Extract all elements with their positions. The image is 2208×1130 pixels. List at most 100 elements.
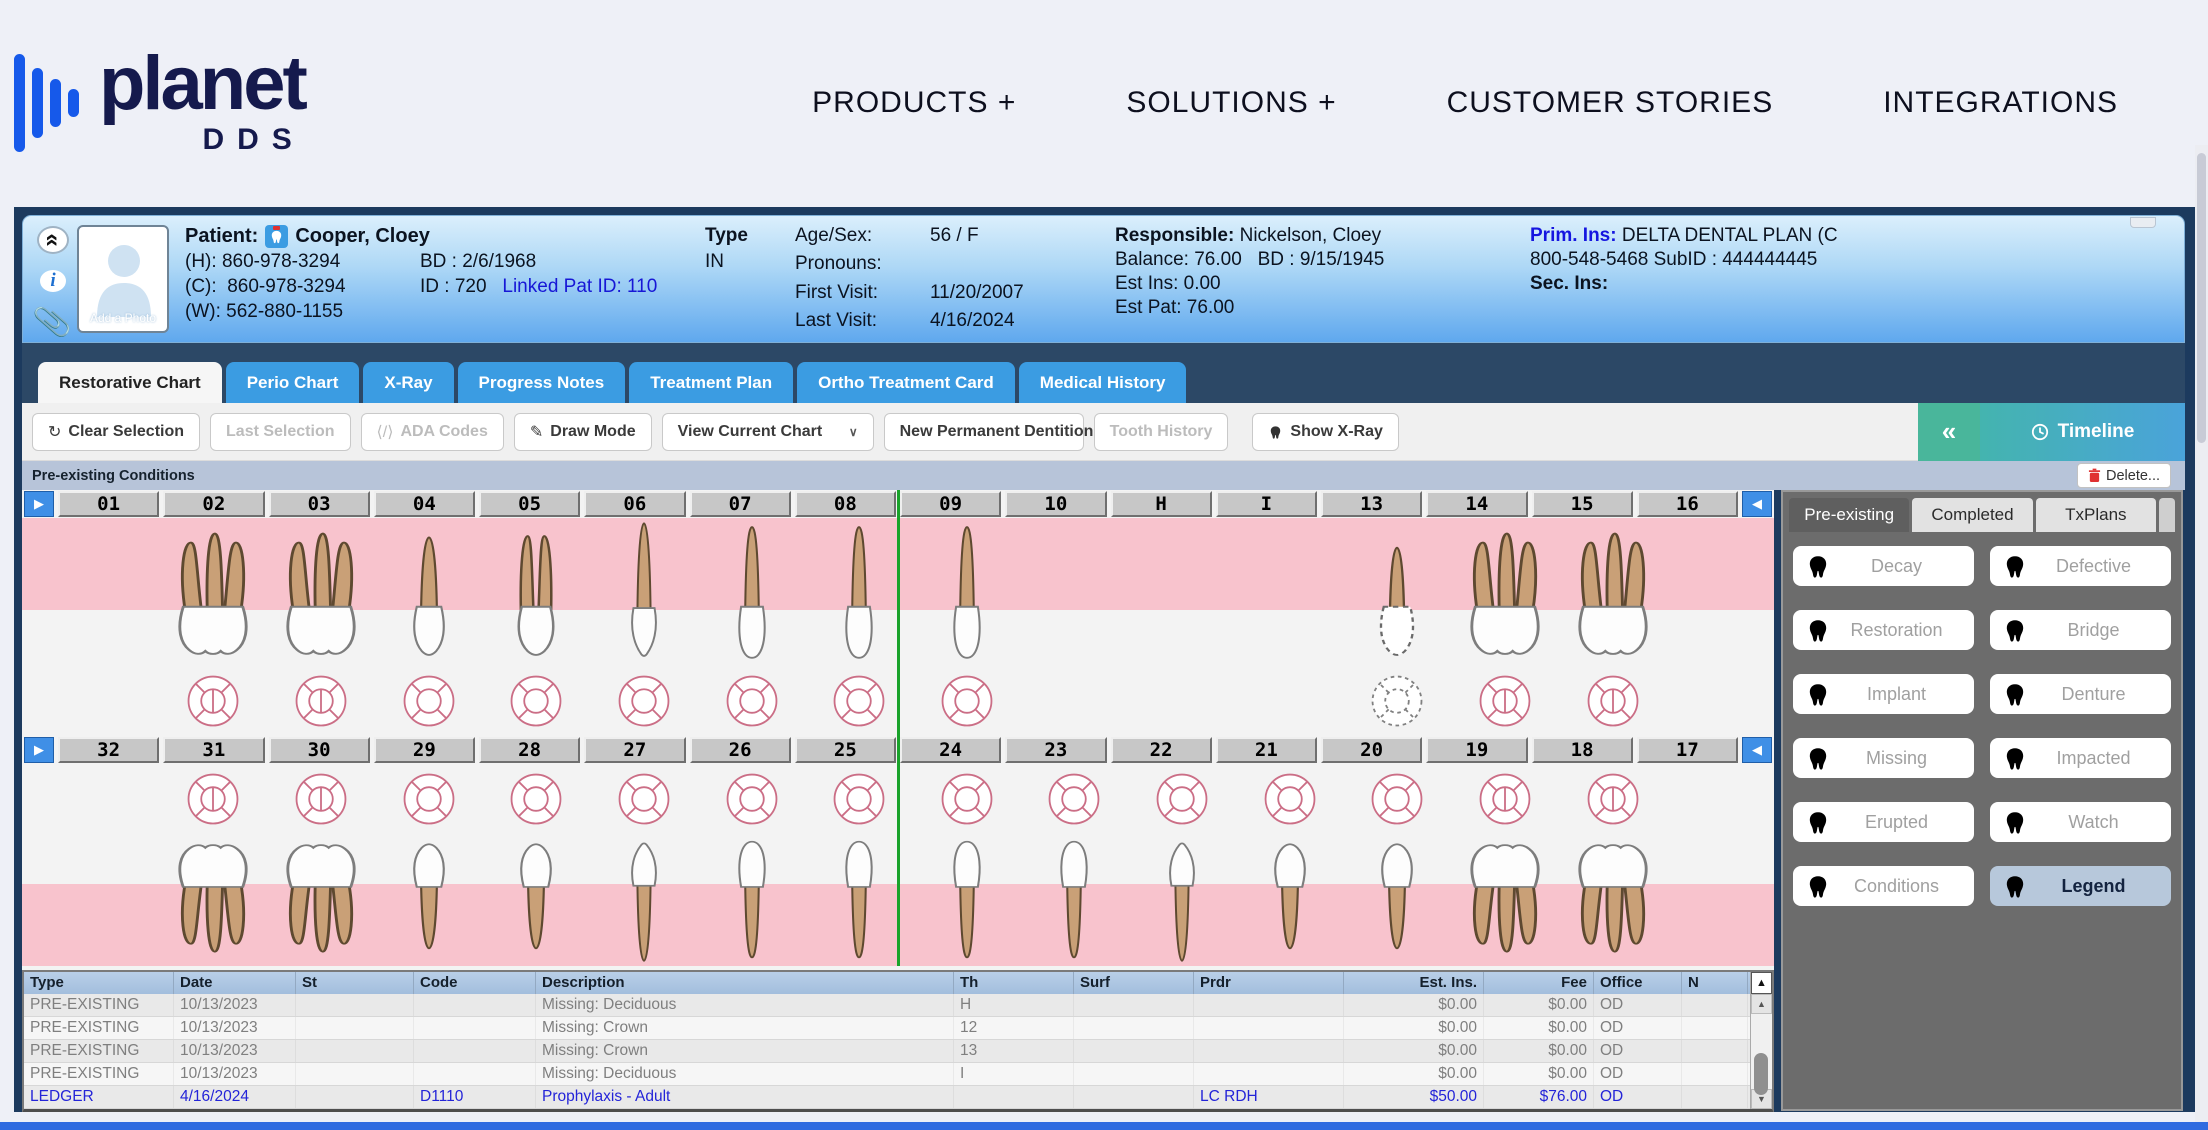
scroll-teeth-right-button[interactable]: ◀ [1742, 737, 1772, 763]
tab-perio-chart[interactable]: Perio Chart [225, 362, 360, 403]
dentition-select[interactable]: New Permanent Dentition∨ [883, 412, 1109, 451]
tooth-number-17[interactable]: 17 [1636, 737, 1738, 763]
table-row[interactable]: PRE-EXISTING 10/13/2023 Missing: Deciduous… [24, 994, 1750, 1017]
clear-selection-button[interactable]: ↻ Clear Selection [32, 412, 201, 451]
table-scrollbar[interactable]: ▲ ▲ ▼ [1750, 972, 1772, 1109]
column-header-fee[interactable]: Fee [1484, 972, 1594, 994]
tooth-number-24[interactable]: 24 [900, 737, 1002, 763]
scroll-teeth-left-button[interactable]: ▶ [24, 491, 54, 517]
patient-photo-placeholder[interactable]: Add a Photo [77, 225, 169, 333]
patient-tooth-icon[interactable] [265, 224, 289, 248]
tooth-02[interactable] [162, 522, 266, 666]
legend-tab-pre-existing[interactable]: Pre-existing [1789, 498, 1910, 532]
tooth-number-08[interactable]: 08 [794, 491, 896, 517]
column-header-n[interactable]: N [1682, 972, 1748, 994]
tooth-number-14[interactable]: 14 [1426, 491, 1528, 517]
expand-grid-icon[interactable]: ▲ [1751, 972, 1772, 994]
occlusal-view-06[interactable] [592, 672, 696, 730]
conditions-button[interactable]: Conditions [1793, 866, 1974, 906]
occlusal-view-28[interactable] [485, 770, 589, 828]
tooth-20[interactable] [1346, 834, 1450, 962]
tooth-23[interactable] [1023, 834, 1127, 962]
tab-x-ray[interactable]: X-Ray [363, 362, 454, 403]
watch-button[interactable]: Watch [1990, 802, 2171, 842]
tooth-number-25[interactable]: 25 [794, 737, 896, 763]
legend-tab-txplans[interactable]: TxPlans [2035, 498, 2156, 532]
tooth-number-05[interactable]: 05 [479, 491, 581, 517]
planet-dds-logo[interactable]: planet DDS [14, 46, 308, 158]
tooth-21[interactable] [1238, 834, 1342, 962]
page-scrollbar-thumb[interactable] [2197, 153, 2206, 443]
collapse-panel-button[interactable]: « [1918, 402, 1980, 461]
tooth-19[interactable] [1453, 834, 1557, 962]
tooth-number-30[interactable]: 30 [268, 737, 370, 763]
occlusal-view-18[interactable] [1561, 770, 1665, 828]
occlusal-view-26[interactable] [700, 770, 804, 828]
column-header-office[interactable]: Office [1594, 972, 1682, 994]
nav-item-products-[interactable]: PRODUCTS + [812, 85, 1017, 119]
bridge-button[interactable]: Bridge [1990, 610, 2171, 650]
scroll-teeth-right-button[interactable]: ◀ [1742, 491, 1772, 517]
ada-codes-button[interactable]: ⟨/⟩ ADA Codes [360, 412, 504, 451]
occlusal-view-13[interactable] [1346, 672, 1450, 730]
missing-button[interactable]: Missing [1793, 738, 1974, 778]
occlusal-view-22[interactable] [1130, 770, 1234, 828]
occlusal-view-23[interactable] [1023, 770, 1127, 828]
tooth-number-27[interactable]: 27 [584, 737, 686, 763]
column-header-est[interactable]: Est. Ins. [1344, 972, 1484, 994]
timeline-button[interactable]: Timeline [1980, 402, 2185, 461]
tab-restorative-chart[interactable]: Restorative Chart [38, 362, 222, 403]
tooth-22[interactable] [1130, 834, 1234, 962]
tooth-18[interactable] [1561, 834, 1665, 962]
tab-medical-history[interactable]: Medical History [1018, 362, 1187, 403]
tooth-number-22[interactable]: 22 [1110, 737, 1212, 763]
tooth-03[interactable] [269, 522, 373, 666]
tooth-number-20[interactable]: 20 [1321, 737, 1423, 763]
tooth-number-29[interactable]: 29 [373, 737, 475, 763]
tooth-number-H[interactable]: H [1110, 491, 1212, 517]
tooth-09[interactable] [915, 522, 1019, 666]
collapse-panel-icon[interactable]: « [37, 226, 69, 254]
nav-item-integrations[interactable]: INTEGRATIONS [1883, 85, 2118, 119]
occlusal-view-24[interactable] [915, 770, 1019, 828]
nav-item-solutions-[interactable]: SOLUTIONS + [1126, 85, 1337, 119]
tooth-number-26[interactable]: 26 [689, 737, 791, 763]
tooth-number-04[interactable]: 04 [373, 491, 475, 517]
occlusal-view-14[interactable] [1453, 672, 1557, 730]
occlusal-view-19[interactable] [1453, 770, 1557, 828]
tooth-14[interactable] [1453, 522, 1557, 666]
column-header-th[interactable]: Th [954, 972, 1074, 994]
scroll-down-icon[interactable]: ▼ [1751, 1089, 1772, 1109]
tooth-07[interactable] [700, 522, 804, 666]
tab-progress-notes[interactable]: Progress Notes [457, 362, 626, 403]
tooth-number-19[interactable]: 19 [1426, 737, 1528, 763]
table-row[interactable]: PRE-EXISTING 10/13/2023 Missing: Crown 12 $0… [24, 1017, 1750, 1040]
tooth-number-31[interactable]: 31 [163, 737, 265, 763]
legend-tab-completed[interactable]: Completed [1912, 498, 2033, 532]
tooth-number-21[interactable]: 21 [1215, 737, 1317, 763]
tooth-08[interactable] [807, 522, 911, 666]
occlusal-view-08[interactable] [807, 672, 911, 730]
last-selection-button[interactable]: Last Selection [210, 412, 351, 451]
column-header-surf[interactable]: Surf [1074, 972, 1194, 994]
scroll-teeth-left-button[interactable]: ▶ [24, 737, 54, 763]
occlusal-view-29[interactable] [377, 770, 481, 828]
tooth-number-28[interactable]: 28 [479, 737, 581, 763]
occlusal-view-03[interactable] [269, 672, 373, 730]
denture-button[interactable]: Denture [1990, 674, 2171, 714]
view-chart-select[interactable]: View Current Chart ∨ [661, 412, 874, 451]
tooth-27[interactable] [592, 834, 696, 962]
scroll-up-icon[interactable]: ▲ [1751, 994, 1772, 1014]
decay-button[interactable]: Decay [1793, 546, 1974, 586]
column-header-date[interactable]: Date [174, 972, 296, 994]
occlusal-view-05[interactable] [485, 672, 589, 730]
nav-item-customer-stories[interactable]: CUSTOMER STORIES [1446, 85, 1774, 119]
page-scrollbar[interactable] [2195, 145, 2208, 1122]
occlusal-view-09[interactable] [915, 672, 1019, 730]
info-icon[interactable]: i [40, 270, 66, 292]
tooth-number-13[interactable]: 13 [1321, 491, 1423, 517]
column-header-st[interactable]: St [296, 972, 414, 994]
delete-button[interactable]: Delete... [2077, 463, 2171, 488]
tooth-15[interactable] [1561, 522, 1665, 666]
tooth-04[interactable] [377, 522, 481, 666]
